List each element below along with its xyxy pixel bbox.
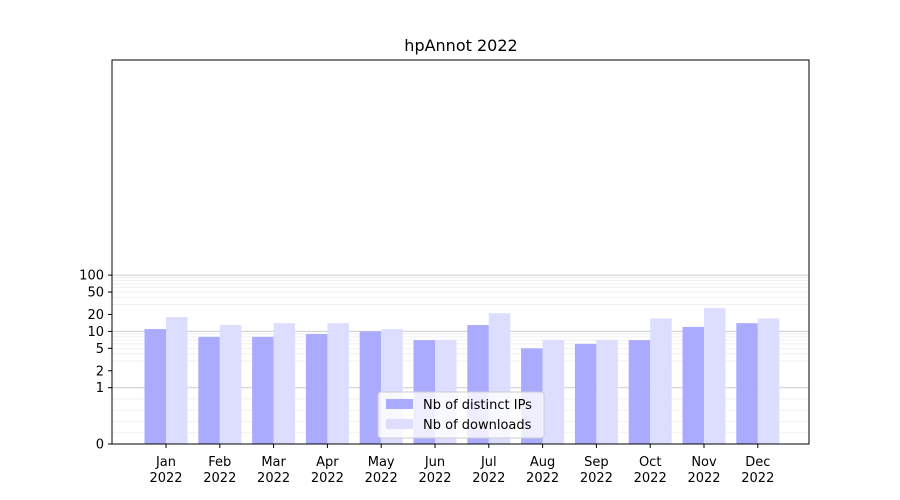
legend-swatch xyxy=(386,419,413,429)
bar-distinct-ips-apr xyxy=(305,333,328,444)
bar-downloads-mar xyxy=(273,323,296,444)
bar-downloads-oct xyxy=(650,318,672,444)
y-tick-label: 50 xyxy=(87,286,104,301)
x-tick-label-year: 2022 xyxy=(526,471,559,486)
y-tick-label: 100 xyxy=(79,269,104,284)
x-tick-label-year: 2022 xyxy=(149,471,182,486)
x-tick-label-month: Dec xyxy=(745,455,770,470)
plot-frame xyxy=(111,59,810,445)
x-tick-label-month: Oct xyxy=(639,455,661,470)
x-tick-label-year: 2022 xyxy=(687,471,720,486)
x-tick-label-month: Jan xyxy=(155,455,176,470)
y-tick-label: 10 xyxy=(87,325,104,340)
x-tick-label-month: Feb xyxy=(208,455,231,470)
bar-downloads-apr xyxy=(327,323,349,444)
legend-label: Nb of downloads xyxy=(423,418,532,433)
x-tick-label-year: 2022 xyxy=(203,471,236,486)
bar-distinct-ips-sep xyxy=(574,343,597,444)
x-tick-label-month: May xyxy=(368,455,395,470)
legend-label: Nb of distinct IPs xyxy=(423,398,532,413)
x-tick-label-month: Mar xyxy=(261,455,286,470)
y-tick-label: 2 xyxy=(96,364,104,379)
x-tick-label-month: Apr xyxy=(316,455,339,470)
x-tick-label-month: Jul xyxy=(480,455,497,470)
x-tick-label-month: Sep xyxy=(584,455,609,470)
bar-downloads-dec xyxy=(757,318,780,444)
bar-downloads-jan xyxy=(166,317,188,444)
y-tick-label: 20 xyxy=(87,308,104,323)
legend-swatch xyxy=(386,399,413,409)
bar-downloads-nov xyxy=(704,308,726,444)
y-tick-label: 5 xyxy=(96,342,104,357)
x-tick-label-month: Jun xyxy=(424,455,445,470)
y-tick-label: 1 xyxy=(96,381,104,396)
bar-distinct-ips-feb xyxy=(198,336,220,444)
x-tick-label-year: 2022 xyxy=(311,471,344,486)
bar-distinct-ips-nov xyxy=(682,326,704,444)
bar-distinct-ips-dec xyxy=(736,323,758,444)
legend: Nb of distinct IPs Nb of downloads xyxy=(377,391,545,439)
legend-box xyxy=(377,391,545,439)
axes-layer: Jan2022Feb2022Mar2022Apr2022May2022Jun20… xyxy=(79,59,810,486)
bar-distinct-ips-jan xyxy=(144,329,166,444)
x-tick-label-year: 2022 xyxy=(472,471,505,486)
x-tick-label-month: Aug xyxy=(530,455,555,470)
x-tick-label-year: 2022 xyxy=(580,471,613,486)
bar-downloads-feb xyxy=(219,324,242,444)
bar-distinct-ips-mar xyxy=(252,336,274,444)
bar-downloads-aug xyxy=(542,340,565,444)
x-tick-label-year: 2022 xyxy=(365,471,398,486)
x-tick-label-month: Nov xyxy=(691,455,717,470)
x-tick-label-year: 2022 xyxy=(634,471,667,486)
x-tick-label-year: 2022 xyxy=(257,471,290,486)
x-tick-label-year: 2022 xyxy=(418,471,451,486)
chart-title: hpAnnot 2022 xyxy=(404,36,517,55)
y-tick-label: 0 xyxy=(96,438,104,453)
bar-distinct-ips-may xyxy=(359,331,382,444)
bar-distinct-ips-oct xyxy=(628,340,651,444)
bar-downloads-sep xyxy=(596,340,618,444)
x-tick-label-year: 2022 xyxy=(741,471,774,486)
